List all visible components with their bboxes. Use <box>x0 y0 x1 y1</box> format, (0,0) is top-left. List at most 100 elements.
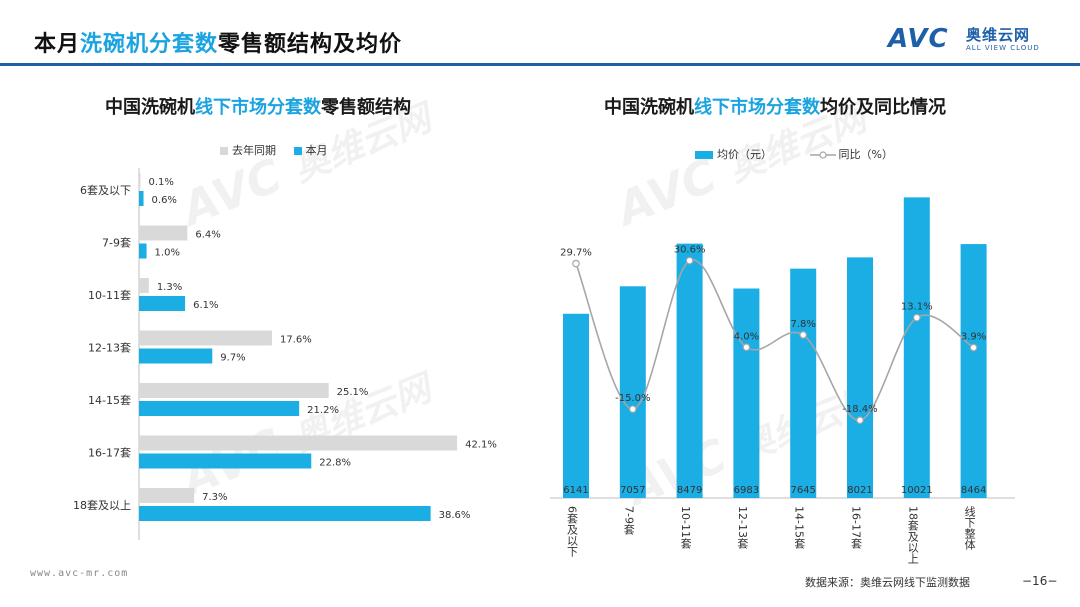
bar-label-last-year: 7.3% <box>202 492 227 503</box>
bar-last-year <box>139 278 149 293</box>
legend-item-current: 本月 <box>293 144 328 157</box>
category-label: 18套及以上 <box>906 506 919 564</box>
bar-last-year <box>139 225 188 241</box>
bar-label-current: 38.6% <box>439 510 471 521</box>
legend-item-last-year: 去年同期 <box>220 144 276 157</box>
bar-label-last-year: 6.4% <box>195 230 220 241</box>
bar-label-last-year: 42.1% <box>465 440 497 451</box>
yoy-point <box>629 405 637 413</box>
bar-current <box>139 453 312 469</box>
category-label: 6套及以下 <box>566 506 579 558</box>
bar-value-label: 8021 <box>847 485 872 496</box>
page-title-prefix: 本月 <box>34 32 81 57</box>
bar-last-year <box>139 330 272 346</box>
bar-avg-price <box>563 313 589 498</box>
category-label: 7-9套 <box>102 237 131 250</box>
logo-en: ALL VIEW CLOUD <box>966 44 1040 52</box>
bar-last-year <box>139 173 141 188</box>
yoy-label: 4.0% <box>734 331 759 342</box>
bar-avg-price <box>676 243 703 498</box>
left-chart-title: 中国洗碗机线下市场分套数零售额结构 <box>105 97 411 118</box>
category-label: 7-9套 <box>622 506 635 535</box>
bar-label-last-year: 1.3% <box>157 282 182 293</box>
yoy-label: 3.9% <box>961 332 986 343</box>
yoy-point <box>572 259 580 268</box>
category-label: 18套及以上 <box>73 499 131 512</box>
footer-page-number: −16− <box>1022 574 1058 588</box>
legend-swatch-last-year <box>220 147 228 155</box>
bar-label-current: 9.7% <box>220 353 245 364</box>
yoy-point <box>856 416 864 425</box>
legend-line-yoy-icon <box>809 151 836 159</box>
bar-current <box>139 348 213 364</box>
yoy-label: 13.1% <box>901 302 933 313</box>
page-title-highlight: 洗碗机分套数 <box>80 32 219 57</box>
bar-label-last-year: 0.1% <box>149 177 174 188</box>
yoy-point <box>685 256 694 265</box>
category-label: 16-17套 <box>88 447 131 460</box>
bar-value-label: 10021 <box>901 485 933 496</box>
bar-current <box>139 401 300 416</box>
category-label: 14-15套 <box>88 394 131 407</box>
title-rule <box>0 63 1080 66</box>
bar-value-label: 7645 <box>790 485 815 496</box>
bar-label-current: 22.8% <box>319 458 351 469</box>
legend-item-avg-price: 均价（元） <box>695 148 772 161</box>
page-title-suffix: 零售额结构及均价 <box>218 32 403 57</box>
bar-value-label: 8479 <box>677 485 702 496</box>
bar-value-label: 6141 <box>563 485 588 496</box>
page-title: 本月洗碗机分套数零售额结构及均价 <box>34 26 402 58</box>
yoy-label: 7.8% <box>790 319 815 330</box>
category-label: 12-13套 <box>736 506 749 549</box>
yoy-label: -18.4% <box>842 404 877 415</box>
bar-label-current: 1.0% <box>155 248 180 259</box>
category-label: 线下整体 <box>963 505 976 550</box>
footer-url: www.avc-mr.com <box>30 568 129 579</box>
bar-avg-price <box>960 244 987 498</box>
bar-value-label: 7057 <box>620 485 645 496</box>
bar-avg-price <box>790 268 817 498</box>
right-legend: 均价（元） 同比（%） <box>695 146 893 162</box>
bar-last-year <box>139 488 195 503</box>
bar-last-year <box>139 435 458 451</box>
yoy-label: 30.6% <box>674 245 706 256</box>
footer-source: 数据来源：奥维云网线下监测数据 <box>805 576 970 589</box>
left-bar-chart: 6套及以下 0.1% 0.6% 7-9套 6.4% 1.0% 10-11套 1.3% 6.1% 1… <box>73 168 497 540</box>
category-label: 12-13套 <box>88 342 131 355</box>
bar-label-current: 0.6% <box>152 195 177 206</box>
category-label: 16-17套 <box>850 506 863 549</box>
bar-last-year <box>139 383 329 398</box>
left-legend: 去年同期 本月 <box>220 142 328 158</box>
bar-label-last-year: 25.1% <box>337 387 369 398</box>
legend-swatch-current <box>293 147 302 155</box>
bar-avg-price <box>847 257 873 498</box>
right-combo-chart: 6141 7057 8479 6983 7645 8021 10021 8464 29.7% -1… <box>550 197 1015 564</box>
bar-current <box>139 296 186 311</box>
bar-current <box>139 243 147 259</box>
bar-current <box>139 191 144 206</box>
bar-value-label: 8464 <box>961 485 986 496</box>
yoy-label: 29.7% <box>560 248 592 259</box>
bar-label-current: 6.1% <box>193 300 218 311</box>
category-label: 14-15套 <box>793 506 806 549</box>
yoy-point <box>969 343 978 352</box>
category-label: 10-11套 <box>88 289 131 302</box>
bar-avg-price <box>619 286 646 498</box>
legend-item-yoy: 同比（%） <box>809 148 893 161</box>
category-label: 10-11套 <box>679 506 692 549</box>
logo-mark: AVC <box>888 24 949 54</box>
bar-avg-price <box>733 288 760 498</box>
yoy-label: -15.0% <box>615 393 650 404</box>
bar-value-label: 6983 <box>734 485 759 496</box>
right-chart-title: 中国洗碗机线下市场分套数均价及同比情况 <box>604 97 946 118</box>
bar-label-last-year: 17.6% <box>280 335 312 346</box>
bar-avg-price <box>903 197 930 498</box>
logo-cn: 奥维云网 <box>966 26 1031 44</box>
yoy-point <box>742 343 751 352</box>
bar-current <box>139 506 431 521</box>
yoy-point <box>799 331 808 339</box>
category-label: 6套及以下 <box>80 184 131 197</box>
yoy-point <box>912 313 921 322</box>
avc-logo: AVC 奥维云网 ALL VIEW CLOUD <box>888 20 1068 60</box>
bar-label-current: 21.2% <box>307 405 339 416</box>
